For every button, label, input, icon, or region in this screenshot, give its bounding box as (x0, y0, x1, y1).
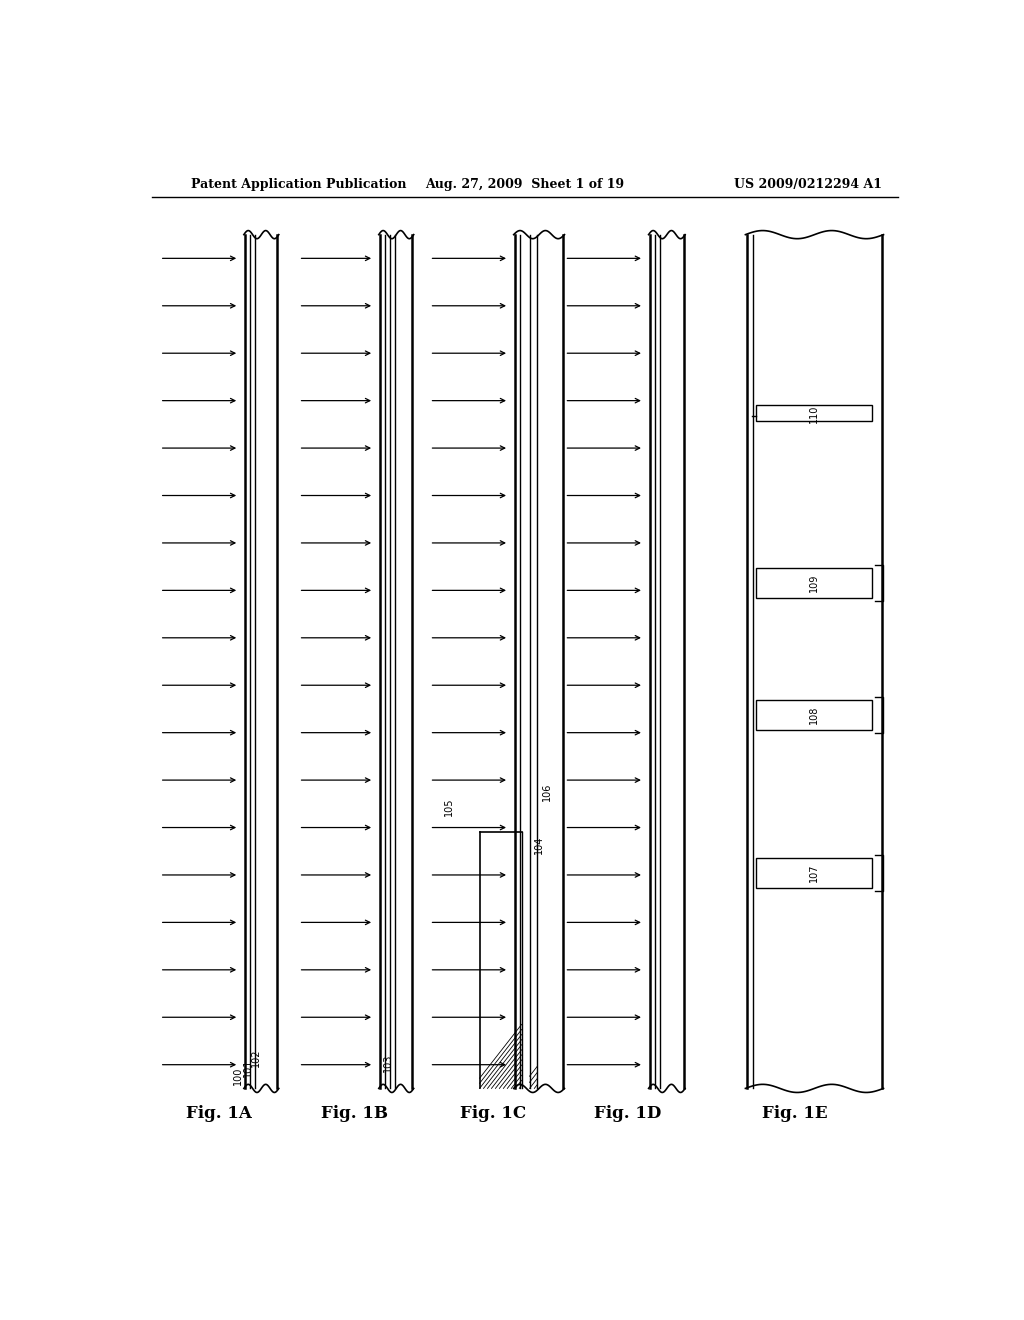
Text: 104: 104 (535, 836, 544, 854)
Bar (756, 405, 872, 421)
Bar (756, 858, 872, 888)
Bar (756, 568, 872, 598)
Text: 108: 108 (809, 706, 819, 725)
Text: 106: 106 (542, 783, 552, 801)
Text: 110: 110 (809, 404, 819, 422)
Text: 105: 105 (444, 797, 455, 816)
Text: Patent Application Publication: Patent Application Publication (191, 178, 407, 191)
Text: Fig. 1E: Fig. 1E (762, 1105, 827, 1122)
Text: Aug. 27, 2009  Sheet 1 of 19: Aug. 27, 2009 Sheet 1 of 19 (425, 178, 625, 191)
Text: 100: 100 (232, 1067, 243, 1085)
Text: 103: 103 (383, 1053, 393, 1072)
Text: Fig. 1C: Fig. 1C (460, 1105, 526, 1122)
Text: 101: 101 (243, 1059, 253, 1077)
Text: 109: 109 (809, 574, 819, 593)
Text: Fig. 1B: Fig. 1B (321, 1105, 388, 1122)
Text: 102: 102 (251, 1048, 261, 1067)
Text: Fig. 1D: Fig. 1D (594, 1105, 662, 1122)
Text: Fig. 1A: Fig. 1A (186, 1105, 252, 1122)
Text: 107: 107 (809, 863, 819, 882)
Bar (756, 700, 872, 730)
Text: US 2009/0212294 A1: US 2009/0212294 A1 (734, 178, 882, 191)
